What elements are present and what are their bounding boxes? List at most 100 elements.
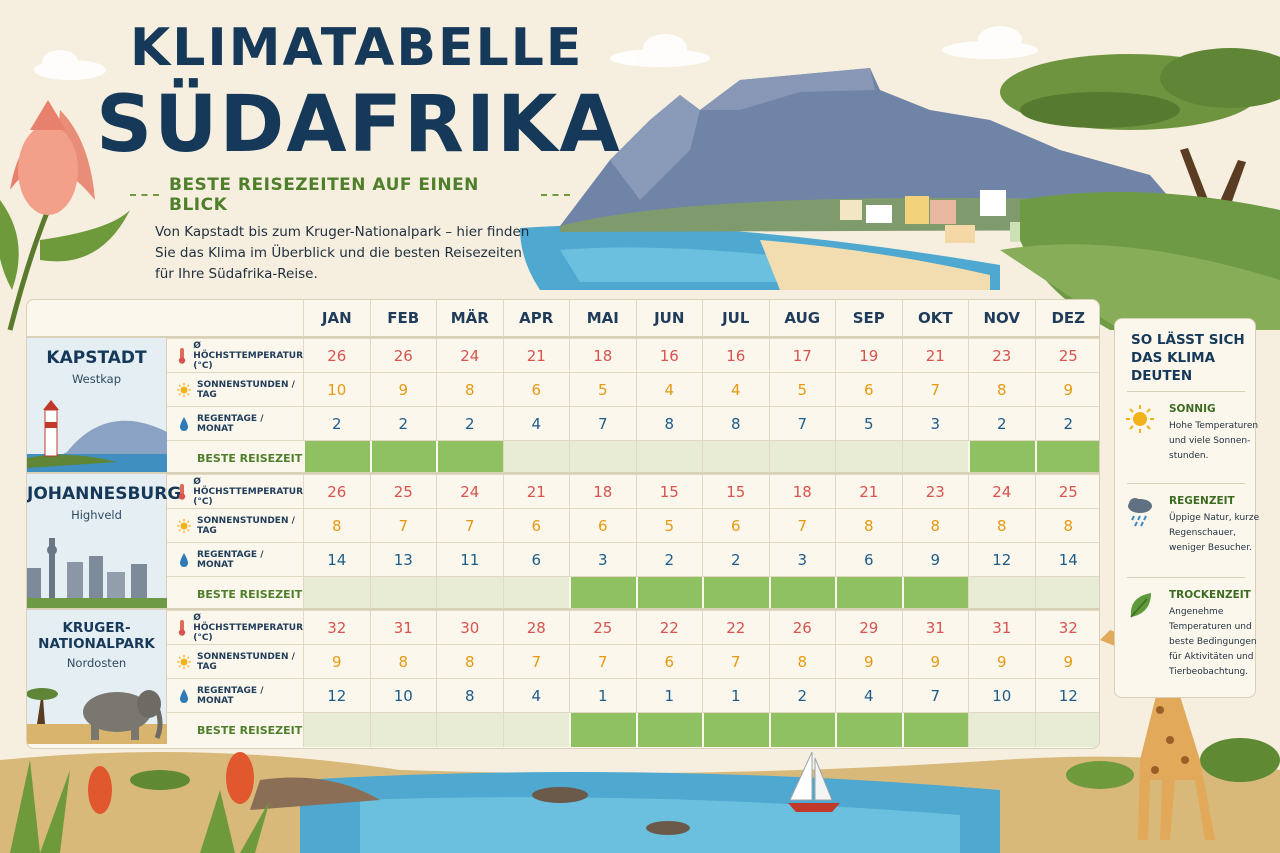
table-row-best: BESTE REISEZEIT	[167, 712, 1099, 747]
value-cell-sun: 8	[968, 373, 1035, 407]
row-label-temp: Ø HÖCHSTTEMPERATUR (°C)	[167, 611, 303, 645]
best-season-cell-active	[901, 713, 968, 747]
thermometer-icon	[177, 620, 187, 636]
best-season-cell-active	[702, 577, 769, 611]
row-label-text: REGENTAGE / MONAT	[196, 550, 264, 570]
intro-text: Von Kapstadt bis zum Kruger-Nationalpark…	[155, 224, 530, 282]
value-cell-sun: 7	[502, 645, 570, 679]
table-row-rain: REGENTAGE / MONAT 2 2 2 4 7 8 8 7 5 3 2 2	[167, 406, 1099, 441]
value-cell-sun: 6	[835, 373, 902, 407]
value-cell-rain: 2	[436, 407, 503, 441]
best-season-cell-inactive	[768, 441, 835, 475]
month-header: JUL	[702, 300, 769, 336]
best-season-cell-active	[1034, 441, 1099, 475]
value-cell-temp: 23	[901, 475, 969, 509]
leaf-icon	[1130, 593, 1151, 618]
row-label-text: BESTE REISEZEIT	[197, 587, 303, 601]
best-season-cell-active	[569, 577, 636, 611]
row-label-rain: REGENTAGE / MONAT	[167, 407, 303, 441]
table-row-sun: SONNENSTUNDEN / TAG 8 7 7 6 6 5 6 7 8 8 8 8	[167, 508, 1099, 543]
value-cell-rain: 8	[436, 679, 503, 713]
best-season-cell-active	[835, 577, 902, 611]
subtitle-row: BESTE REISEZEITEN AUF EINEN BLICK	[130, 175, 570, 215]
value-cell-temp: 26	[369, 339, 437, 373]
table-row-temp: Ø HÖCHSTTEMPERATUR (°C) 26 26 24 21 18 16 16 17 1…	[167, 338, 1099, 373]
value-cell-sun: 5	[569, 373, 636, 407]
month-header: JUN	[635, 300, 703, 336]
best-season-cell-inactive	[502, 441, 569, 475]
best-season-cell-inactive	[502, 577, 569, 611]
legend-divider	[1127, 483, 1245, 484]
value-cell-rain: 8	[702, 407, 769, 441]
legend-text-trockenzeit: Angenehme Temperaturen und beste Bedingu…	[1169, 607, 1257, 677]
value-cell-temp: 15	[702, 475, 769, 509]
value-cell-rain: 5	[835, 407, 902, 441]
legend-divider	[1127, 391, 1245, 392]
value-cell-temp: 32	[303, 611, 370, 645]
value-cell-rain: 7	[768, 407, 836, 441]
value-cell-sun: 5	[635, 509, 703, 543]
value-cell-rain: 9	[901, 543, 969, 577]
legend-item-regenzeit: REGENZEIT Üppige Natur, kurze Regenschau…	[1125, 495, 1259, 575]
climate-table: JAN FEB MÄR APR MAI JUN JUL AUG SEP OKT NOV DEZ KAPS…	[26, 299, 1100, 749]
value-cell-sun: 8	[835, 509, 902, 543]
value-cell-sun: 8	[968, 509, 1035, 543]
value-cell-rain: 3	[901, 407, 969, 441]
value-cell-temp: 24	[436, 475, 503, 509]
legend-text-regenzeit: Üppige Natur, kurze Regenschauer, wenige…	[1169, 513, 1260, 553]
value-cell-rain: 12	[1034, 679, 1100, 713]
table-row-rain: REGENTAGE / MONAT 14 13 11 6 3 2 2 3 6 9 12 14	[167, 542, 1099, 577]
best-season-cell-inactive	[436, 577, 503, 611]
row-label-text: Ø HÖCHSTTEMPERATUR (°C)	[193, 477, 304, 507]
best-season-cell-active	[968, 441, 1035, 475]
value-cell-rain: 8	[635, 407, 703, 441]
row-label-sun: SONNENSTUNDEN / TAG	[167, 509, 303, 543]
best-season-cell-inactive	[702, 441, 769, 475]
city-name: JOHANNESBURG	[27, 484, 182, 504]
title-line-1: KLIMATABELLE	[130, 18, 584, 78]
value-cell-temp: 18	[569, 339, 636, 373]
table-row-best: BESTE REISEZEIT	[167, 576, 1099, 611]
value-cell-sun: 6	[569, 509, 636, 543]
value-cell-sun: 6	[635, 645, 703, 679]
value-cell-sun: 9	[303, 645, 370, 679]
value-cell-rain: 2	[303, 407, 370, 441]
raindrop-icon	[177, 688, 191, 704]
value-cell-temp: 25	[569, 611, 636, 645]
value-cell-rain: 2	[369, 407, 437, 441]
value-cell-rain: 2	[968, 407, 1035, 441]
legend-item-trockenzeit: TROCKENZEIT Angenehme Temperaturen und b…	[1125, 589, 1257, 689]
row-label-rain: REGENTAGE / MONAT	[167, 543, 303, 577]
value-cell-rain: 12	[303, 679, 370, 713]
best-season-cell-inactive	[835, 441, 902, 475]
value-cell-temp: 26	[768, 611, 836, 645]
value-cell-sun: 4	[702, 373, 769, 407]
best-season-cell-active	[569, 713, 636, 747]
thermometer-icon	[177, 484, 187, 500]
value-cell-rain: 2	[702, 543, 769, 577]
value-cell-sun: 7	[369, 509, 437, 543]
rain-cloud-icon	[1128, 498, 1152, 527]
value-cell-temp: 18	[569, 475, 636, 509]
value-cell-sun: 7	[702, 645, 769, 679]
value-cell-temp: 31	[901, 611, 969, 645]
value-cell-temp: 17	[768, 339, 836, 373]
value-cell-sun: 9	[369, 373, 437, 407]
title-line-2: SÜDAFRIKA	[96, 80, 622, 170]
month-header: JAN	[303, 300, 370, 336]
best-season-cell-inactive	[1034, 577, 1099, 611]
row-label-best: BESTE REISEZEIT	[167, 713, 303, 747]
raindrop-icon	[177, 416, 191, 432]
city-block: JOHANNESBURG Highveld Ø HÖCHSTTEMPERATUR (…	[27, 472, 1099, 611]
best-season-cell-active	[635, 713, 702, 747]
best-season-cell-active	[702, 713, 769, 747]
legend-text-sonnig: Hohe Temperaturen und viele Sonnen-stund…	[1169, 421, 1259, 461]
city-label-panel: KAPSTADT Westkap	[27, 338, 167, 472]
row-label-temp: Ø HÖCHSTTEMPERATUR (°C)	[167, 339, 303, 373]
value-cell-temp: 23	[968, 339, 1035, 373]
row-label-text: BESTE REISEZEIT	[197, 723, 303, 737]
best-season-cell-inactive	[502, 713, 569, 747]
best-season-cell-inactive	[436, 713, 503, 747]
value-cell-rain: 4	[835, 679, 902, 713]
legend-head-regenzeit: REGENZEIT	[1169, 495, 1235, 507]
